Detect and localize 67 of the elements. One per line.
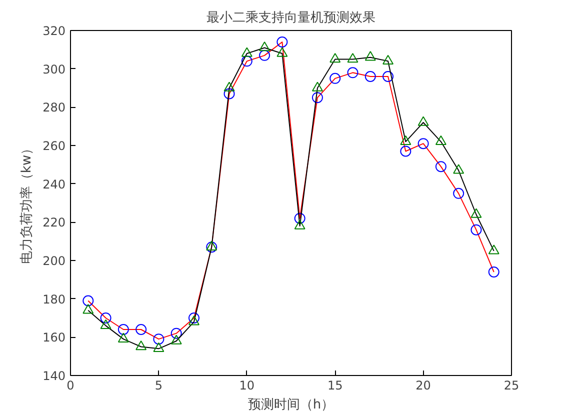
chart-title: 最小二乘支持向量机预测效果 (206, 10, 376, 26)
point (418, 116, 429, 126)
point (118, 324, 129, 335)
point (188, 312, 200, 324)
point (100, 319, 112, 330)
point (136, 340, 147, 350)
y-tick-label: 300 (42, 62, 66, 76)
point (312, 82, 323, 92)
x-axis-title: 预测时间（h） (248, 398, 334, 412)
point (453, 164, 464, 174)
x-tick-label: 25 (504, 378, 520, 392)
point (470, 208, 482, 218)
point (347, 52, 358, 63)
point (347, 67, 358, 78)
y-tick-label: 180 (42, 292, 66, 306)
point (435, 135, 446, 146)
y-tick-label: 260 (42, 139, 66, 153)
x-tick-label: 15 (327, 378, 343, 392)
point (294, 220, 306, 230)
point (453, 188, 464, 199)
point (206, 240, 218, 250)
point (224, 82, 235, 92)
point (136, 324, 147, 335)
point (276, 36, 288, 48)
point (382, 71, 394, 82)
point (418, 138, 429, 150)
point (435, 161, 446, 172)
point (188, 316, 200, 326)
point (364, 51, 376, 61)
y-tick-label: 200 (42, 254, 66, 268)
y-tick-label: 280 (42, 100, 66, 115)
point (276, 47, 288, 57)
point (364, 71, 376, 82)
point (488, 266, 500, 278)
point (153, 334, 164, 345)
point (330, 72, 341, 84)
point (241, 56, 252, 67)
point (400, 135, 412, 146)
point (382, 54, 394, 65)
point (100, 312, 112, 324)
y-tick-label: 240 (42, 177, 66, 192)
point (294, 212, 306, 224)
point (312, 92, 323, 104)
point (330, 52, 341, 63)
point (400, 146, 412, 157)
x-tick-label: 20 (416, 378, 431, 392)
x-tick-label: 10 (239, 378, 255, 392)
y-tick-label: 220 (42, 216, 66, 230)
point (82, 304, 94, 314)
y-tick-label: 320 (42, 24, 66, 38)
point (170, 334, 182, 344)
point (224, 88, 235, 100)
point (206, 242, 218, 253)
point (488, 244, 500, 254)
y-tick-label: 160 (42, 330, 66, 345)
point (259, 50, 270, 61)
point (470, 224, 482, 236)
y-tick-label: 140 (42, 369, 66, 383)
x-tick-label: 0 (66, 378, 74, 392)
point (241, 47, 252, 57)
point (118, 332, 129, 342)
point (82, 295, 94, 306)
point (153, 342, 164, 352)
point (259, 41, 270, 52)
y-axis-title: 电力负荷功率（kw） (18, 142, 35, 264)
point (170, 328, 182, 339)
x-tick-label: 5 (154, 378, 163, 392)
